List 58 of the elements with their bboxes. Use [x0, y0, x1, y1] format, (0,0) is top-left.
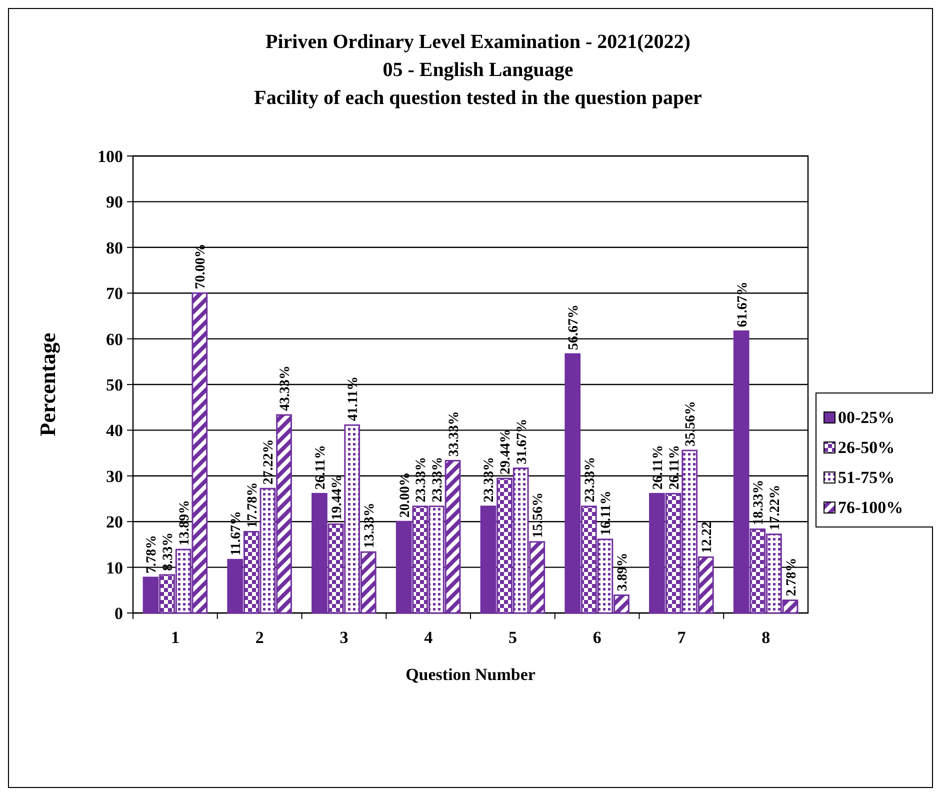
legend-label: 26-50%	[838, 438, 895, 457]
data-label: 29.44%	[498, 428, 514, 474]
y-tick-label: 70	[106, 284, 123, 304]
data-label: 56.67%	[566, 304, 582, 350]
data-label: 20.00%	[398, 472, 413, 518]
data-label: 23.33%	[430, 456, 446, 502]
x-tick-label: 2	[255, 628, 264, 647]
x-axis-title: Question Number	[406, 665, 536, 684]
data-label: 23.33%	[414, 456, 430, 502]
data-label: 17.78%	[245, 482, 260, 528]
x-tick-label: 3	[340, 628, 348, 647]
legend-label: 76-100%	[838, 498, 904, 517]
data-label: 26.11%	[650, 444, 666, 490]
data-label: 41.11%	[346, 376, 362, 422]
x-tick-label: 7	[677, 628, 686, 647]
y-tick-label: 60	[106, 330, 123, 349]
data-label: 35.56%	[684, 400, 699, 446]
data-label: 7.78%	[144, 534, 160, 574]
y-tick-label: 0	[114, 604, 123, 623]
y-tick-label: 40	[106, 421, 123, 440]
data-label: 19.44%	[330, 474, 345, 520]
data-label: 12.22	[700, 522, 715, 554]
data-label: 23.33%	[482, 456, 498, 502]
chart-subtitle: 05 - English Language Facility of each question tested in the question paper	[254, 59, 702, 109]
data-label: 11.67%	[229, 510, 244, 556]
data-label: 61.67%	[735, 282, 750, 328]
y-tick-label: 90	[106, 192, 123, 212]
y-tick-label: 20	[106, 512, 123, 532]
data-label: 8.33%	[161, 532, 176, 571]
y-tick-label: 10	[106, 558, 123, 578]
data-label: 70.00%	[194, 244, 209, 290]
data-label: 23.33%	[582, 456, 598, 502]
x-tick-label: 1	[170, 628, 180, 647]
y-tick-label: 80	[106, 238, 123, 258]
chart-title: Piriven Ordinary Level Examination - 2021(2022)	[266, 31, 690, 53]
y-axis-title: Percentage	[35, 332, 60, 436]
data-label: 3.89%	[616, 552, 631, 592]
data-label: 33.33%	[446, 411, 462, 457]
data-label: 27.22%	[262, 439, 277, 485]
y-tick-label: 30	[106, 466, 123, 486]
data-label: 31.67%	[514, 418, 530, 464]
y-tick-label: 50	[106, 375, 123, 394]
data-label: 26.11%	[667, 444, 682, 490]
data-label: 13.89%	[177, 500, 192, 546]
data-label: 16.11%	[599, 490, 614, 536]
data-label: 13.33%	[362, 502, 378, 548]
data-label: 15.56%	[531, 492, 546, 538]
x-tick-label: 4	[424, 628, 434, 647]
x-tick-label: 6	[592, 628, 602, 647]
data-label: 17.22%	[768, 484, 783, 530]
data-label: 2.78%	[784, 558, 800, 596]
legend-label: 00-25%	[838, 408, 895, 427]
x-tick-label: 8	[762, 628, 770, 647]
data-label: 26.11%	[313, 444, 328, 490]
y-tick-label: 100	[98, 146, 123, 166]
legend-label: 51-75%	[838, 468, 895, 487]
x-tick-label: 5	[508, 628, 517, 647]
data-label: 43.33%	[278, 365, 294, 411]
